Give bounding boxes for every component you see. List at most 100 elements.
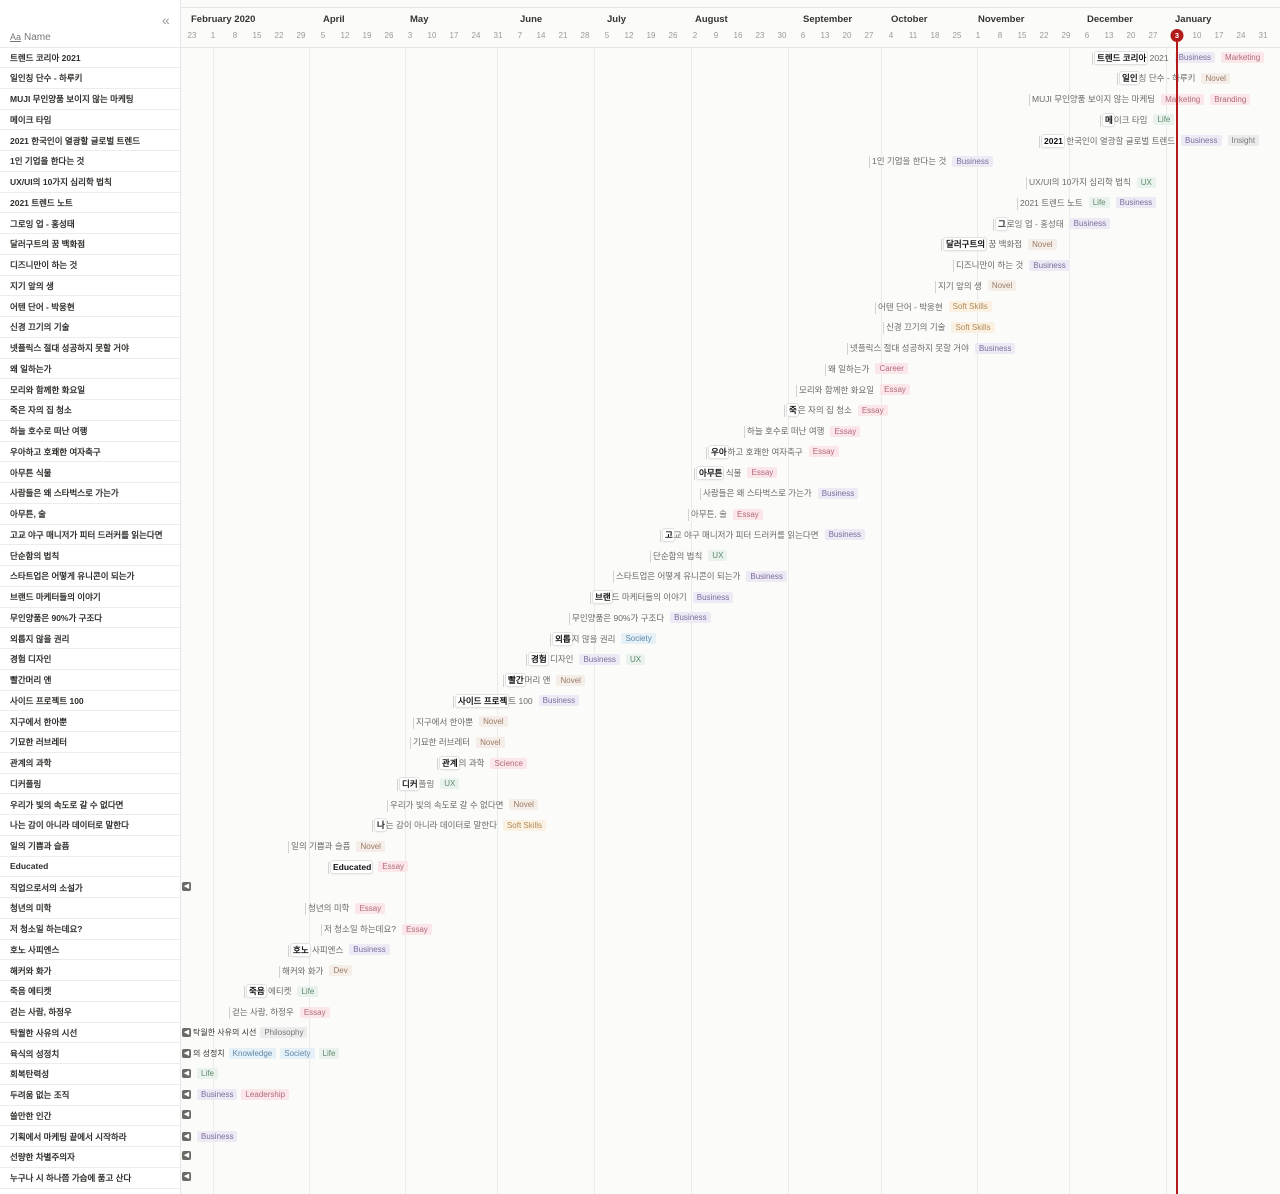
row-name[interactable]: 저 청소일 하는데요? [0,919,180,940]
timeline-bar[interactable]: 걷는 사람, 하정우 Essay [229,1005,330,1019]
timeline-bar[interactable]: 청년의 미학 Essay [305,901,386,916]
bar-card[interactable]: 디커 [400,777,419,790]
timeline-bar[interactable]: 하늘 호수로 떠난 여행 Essay [744,424,861,438]
row-name[interactable]: 우리가 빛의 속도로 갈 수 없다면 [0,795,180,816]
row-name[interactable]: 달러구트의 꿈 백화점 [0,234,180,255]
row-name[interactable]: 직업으로서의 소설가 [0,878,180,899]
row-name[interactable]: 메이크 타임 [0,110,180,131]
timeline-bar[interactable]: 왜 일하는가 Career [825,362,908,376]
timeline-bar[interactable]: 사이드 프로젝트 100 Business [453,694,580,708]
row-name[interactable]: 호노 사피엔스 [0,940,180,961]
collapse-sidebar-icon[interactable]: « [162,12,170,28]
timeline-bar[interactable]: 스타트업은 어떻게 유니콘이 되는가 Business [613,569,787,584]
row-name[interactable]: 일인칭 단수 - 하루키 [0,68,180,89]
timeline-bar[interactable]: 그로잉 업 - 홍성태 Business [993,217,1111,231]
timeline-bar[interactable]: 단순함의 법칙 UX [650,549,728,563]
timeline-bar[interactable]: 모리와 함께한 화요일 Essay [796,383,910,397]
timeline-bar[interactable]: 죽음 에티켓 Life [244,984,319,999]
scroll-to-bar-icon[interactable]: ◀ [182,1172,191,1181]
scroll-to-bar-icon[interactable]: ◀ [182,1090,191,1099]
bar-card[interactable]: 사이드 프로젝 [456,694,509,707]
row-name[interactable]: 경험 디자인 [0,649,180,670]
row-name[interactable]: 나는 감이 아니라 데이터로 말한다 [0,815,180,836]
row-name[interactable]: 그로잉 업 - 홍성태 [0,214,180,235]
bar-card[interactable]: 관계 [440,757,459,769]
row-name[interactable]: 일의 기쁨과 슬픔 [0,836,180,857]
bar-card[interactable]: 브랜 [593,591,612,603]
row-name[interactable]: 디즈니만이 하는 것 [0,255,180,276]
row-name[interactable]: 선량한 차별주의자 [0,1147,180,1168]
timeline-bar[interactable]: 브랜드 마케터들의 이야기 Business [590,590,734,604]
offscreen-bar[interactable]: ◀ [182,1109,193,1119]
timeline-bar[interactable]: 관계의 과학 Science [437,756,527,770]
scroll-to-bar-icon[interactable]: ◀ [182,881,191,891]
offscreen-bar[interactable]: ◀ Business Leadership [182,1089,290,1100]
bar-card[interactable]: 일인 [1120,72,1139,85]
row-name[interactable]: 모리와 함께한 화요일 [0,380,180,401]
bar-card[interactable]: 호노 [291,943,310,956]
row-name[interactable]: 두려움 없는 조직 [0,1085,180,1106]
timeline-bar[interactable]: 지구에서 한아뿐 Novel [413,715,508,729]
row-name[interactable]: 2021 한국인이 열광할 글로벌 트렌드 [0,131,180,152]
row-name[interactable]: 무인양품은 90%가 구조다 [0,608,180,629]
name-column-header[interactable]: Aa Name [0,29,180,48]
scroll-to-bar-icon[interactable]: ◀ [182,1048,191,1058]
row-name[interactable]: 디커플링 [0,774,180,795]
timeline-bar[interactable]: 저 청소일 하는데요? Essay [321,922,432,936]
timeline-bar[interactable]: 지기 앞의 생 Novel [935,279,1017,293]
timeline-bar[interactable]: 넷플릭스 절대 성공하지 못할 거야 Business [847,341,1016,355]
bar-card[interactable]: Educated [331,860,373,873]
bar-card[interactable]: 고 [663,528,674,541]
bar-card[interactable]: 메 [1103,113,1114,126]
timeline-bar[interactable]: 무인양품은 90%가 구조다 Business [569,611,711,625]
timeline-bar[interactable]: 달러구트의 꿈 백화점 Novel [941,237,1057,252]
scroll-to-bar-icon[interactable]: ◀ [182,1069,191,1079]
row-name[interactable]: 아무튼, 술 [0,504,180,525]
row-name[interactable]: 1인 기업을 한다는 것 [0,151,180,172]
offscreen-bar[interactable]: ◀ [182,1172,193,1181]
timeline-bar[interactable]: 디즈니만이 하는 것 Business [953,258,1070,272]
bar-card[interactable]: 트렌드 코리아 [1095,51,1148,64]
row-name[interactable]: 신경 끄기의 기술 [0,317,180,338]
row-name[interactable]: 지구에서 한아뿐 [0,712,180,733]
offscreen-bar[interactable]: ◀ 탁월한 사유의 시선 Philosophy [182,1026,308,1038]
timeline-bar[interactable]: 디커플링 UX [397,777,460,791]
row-name[interactable]: 기묘한 러브레터 [0,732,180,753]
scroll-to-bar-icon[interactable]: ◀ [182,1109,191,1119]
row-name[interactable]: 누구나 시 하나쯤 가슴에 품고 산다 [0,1168,180,1189]
timeline-bar[interactable]: Educated Essay [328,860,409,874]
timeline-bar[interactable]: 기묘한 러브레터 Novel [410,735,505,750]
offscreen-bar[interactable]: ◀ [182,881,193,891]
row-name[interactable]: 관계의 과학 [0,753,180,774]
offscreen-bar[interactable]: ◀ Business [182,1130,238,1142]
bar-card[interactable]: 2021 [1042,134,1064,147]
timeline-bar[interactable]: 메이크 타임 Life [1100,113,1175,127]
bar-card[interactable]: 나 [375,819,386,832]
timeline-bar[interactable]: 일인칭 단수 - 하루키 Novel [1117,71,1230,86]
row-name[interactable]: 사이드 프로젝트 100 [0,691,180,712]
row-name[interactable]: 단순함의 법칙 [0,546,180,567]
timeline-bar[interactable]: 1인 기업을 한다는 것 Business [869,154,993,169]
row-name[interactable]: 청년의 미학 [0,898,180,919]
bar-card[interactable]: 달러구트의 [944,238,987,251]
bar-card[interactable]: 우아 [709,445,728,458]
scroll-to-bar-icon[interactable]: ◀ [182,1027,191,1037]
timeline-bar[interactable]: 경험 디자인 Business UX [526,652,646,667]
timeline-bar[interactable]: 아무튼, 술 Essay [688,507,763,521]
timeline-bar[interactable]: 어텐 단어 - 박웅현 Soft Skills [875,300,992,314]
scroll-to-bar-icon[interactable]: ◀ [182,1131,191,1141]
bar-card[interactable]: 아무튼 [697,466,724,479]
row-name[interactable]: 사람들은 왜 스타벅스로 가는가 [0,483,180,504]
row-name[interactable]: 쓸만한 인간 [0,1106,180,1127]
bar-card[interactable]: 죽 [787,404,798,417]
offscreen-bar[interactable]: ◀ [182,1151,193,1161]
row-name[interactable]: 고교 야구 매니저가 피터 드러커를 읽는다면 [0,525,180,546]
timeline-bar[interactable]: 2021 트렌드 노트 Life Business [1017,196,1157,210]
row-name[interactable]: 하늘 호수로 떠난 여행 [0,421,180,442]
row-name[interactable]: 회복탄력성 [0,1064,180,1085]
timeline-bar[interactable]: 사람들은 왜 스타벅스로 가는가 Business [700,486,859,501]
row-name[interactable]: 외롭지 않을 권리 [0,629,180,650]
row-name[interactable]: 기획에서 마케팅 끝에서 시작하라 [0,1127,180,1148]
timeline-bar[interactable]: 우리가 빛의 속도로 갈 수 없다면 Novel [387,798,538,812]
row-name[interactable]: 트렌드 코리아 2021 [0,48,180,69]
